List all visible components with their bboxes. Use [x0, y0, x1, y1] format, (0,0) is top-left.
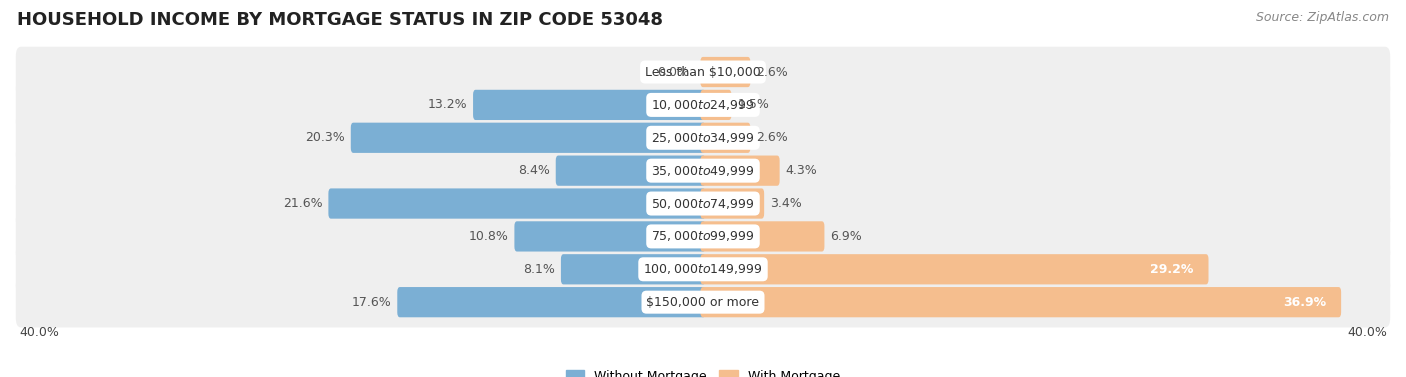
FancyBboxPatch shape — [561, 254, 706, 284]
Text: 0.0%: 0.0% — [657, 66, 689, 78]
FancyBboxPatch shape — [700, 221, 824, 251]
FancyBboxPatch shape — [700, 254, 1209, 284]
FancyBboxPatch shape — [15, 211, 1391, 262]
Text: 21.6%: 21.6% — [283, 197, 322, 210]
Text: 6.9%: 6.9% — [831, 230, 862, 243]
Text: 8.1%: 8.1% — [523, 263, 555, 276]
Text: $75,000 to $99,999: $75,000 to $99,999 — [651, 230, 755, 244]
FancyBboxPatch shape — [15, 277, 1391, 328]
Text: HOUSEHOLD INCOME BY MORTGAGE STATUS IN ZIP CODE 53048: HOUSEHOLD INCOME BY MORTGAGE STATUS IN Z… — [17, 11, 662, 29]
Text: 2.6%: 2.6% — [756, 131, 789, 144]
FancyBboxPatch shape — [700, 188, 763, 219]
Text: $150,000 or more: $150,000 or more — [647, 296, 759, 309]
Text: 3.4%: 3.4% — [770, 197, 801, 210]
FancyBboxPatch shape — [15, 178, 1391, 229]
Text: $50,000 to $74,999: $50,000 to $74,999 — [651, 196, 755, 210]
Text: 8.4%: 8.4% — [517, 164, 550, 177]
FancyBboxPatch shape — [555, 156, 706, 186]
FancyBboxPatch shape — [700, 57, 751, 87]
Text: 29.2%: 29.2% — [1150, 263, 1194, 276]
Text: Source: ZipAtlas.com: Source: ZipAtlas.com — [1256, 11, 1389, 24]
FancyBboxPatch shape — [15, 80, 1391, 130]
Text: 40.0%: 40.0% — [20, 326, 59, 339]
FancyBboxPatch shape — [15, 146, 1391, 196]
FancyBboxPatch shape — [472, 90, 706, 120]
FancyBboxPatch shape — [329, 188, 706, 219]
Text: $35,000 to $49,999: $35,000 to $49,999 — [651, 164, 755, 178]
Text: $100,000 to $149,999: $100,000 to $149,999 — [644, 262, 762, 276]
FancyBboxPatch shape — [515, 221, 706, 251]
FancyBboxPatch shape — [700, 156, 780, 186]
FancyBboxPatch shape — [15, 244, 1391, 294]
Text: 17.6%: 17.6% — [352, 296, 391, 309]
Text: Less than $10,000: Less than $10,000 — [645, 66, 761, 78]
Text: 1.5%: 1.5% — [738, 98, 769, 111]
Text: 20.3%: 20.3% — [305, 131, 344, 144]
Text: 4.3%: 4.3% — [786, 164, 817, 177]
FancyBboxPatch shape — [700, 90, 731, 120]
Legend: Without Mortgage, With Mortgage: Without Mortgage, With Mortgage — [561, 365, 845, 377]
Text: 13.2%: 13.2% — [427, 98, 467, 111]
FancyBboxPatch shape — [700, 287, 1341, 317]
Text: $25,000 to $34,999: $25,000 to $34,999 — [651, 131, 755, 145]
FancyBboxPatch shape — [15, 112, 1391, 163]
Text: 40.0%: 40.0% — [1347, 326, 1386, 339]
FancyBboxPatch shape — [15, 47, 1391, 97]
FancyBboxPatch shape — [398, 287, 706, 317]
Text: 2.6%: 2.6% — [756, 66, 789, 78]
FancyBboxPatch shape — [700, 123, 751, 153]
FancyBboxPatch shape — [350, 123, 706, 153]
Text: 36.9%: 36.9% — [1284, 296, 1326, 309]
Text: 10.8%: 10.8% — [468, 230, 509, 243]
Text: $10,000 to $24,999: $10,000 to $24,999 — [651, 98, 755, 112]
